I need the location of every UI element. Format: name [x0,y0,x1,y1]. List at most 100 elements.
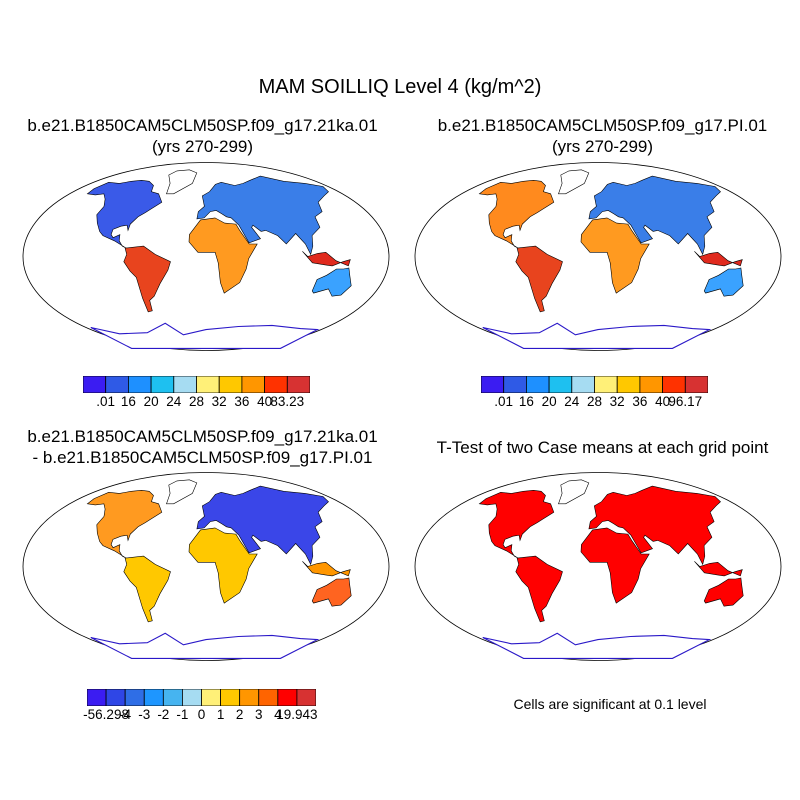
continent-antarctica [482,632,712,659]
colorbar-tick-label: 83.23 [270,394,305,409]
colorbar-swatch [571,376,595,393]
continent-borneo-indonesia [694,251,743,267]
map-boundary-ttest [414,472,782,661]
colorbar-tick-label: 32 [211,394,227,409]
continent-antarctica [482,322,712,349]
colorbar-tick-label: 36 [234,394,250,409]
colorbar-tick-label: -4 [119,707,132,722]
colorbar-swatch [286,376,310,393]
colorbar-swatch [639,376,663,393]
colorbar-difference [87,689,316,706]
bottom-right-title: T-Test of two Case means at each grid po… [436,438,769,457]
colorbar-tick-label: 96.17 [668,394,703,409]
continent-australia [703,267,744,297]
colorbar-swatch [83,376,107,393]
colorbar-swatch [143,689,164,706]
colorbar-swatch [548,376,573,393]
continent-eurasia [588,485,721,566]
colorbar-swatch [264,376,288,393]
map-boundary-21ka [22,162,390,351]
colorbar-tick-label: 40 [655,394,671,409]
continent-north-america [86,179,163,249]
continent-borneo-indonesia [302,561,351,577]
continent-south-america [515,555,563,623]
colorbar-tick-label: 16 [518,394,534,409]
colorbar-swatch [173,376,197,393]
continent-greenland [166,169,198,195]
colorbar-swatch [684,376,708,393]
continent-africa [188,527,258,604]
bottom-left-title-line1: b.e21.B1850CAM5CLM50SP.f09_g17.21ka.01 [27,427,378,446]
map-boundary-pi [414,162,782,351]
colorbar-tick-label: 24 [166,394,182,409]
map-panel-ttest [413,470,783,663]
continent-africa [188,217,258,294]
colorbar-swatch [105,689,126,706]
continent-greenland [558,169,590,195]
top-left-years: (yrs 270-299) [151,137,254,156]
colorbar-swatch [150,376,175,393]
top-left-case-title: b.e21.B1850CAM5CLM50SP.f09_g17.21ka.01 [27,116,378,135]
colorbar-swatch [277,689,298,706]
continent-eurasia [196,175,329,256]
colorbar-tick-label: 28 [586,394,603,409]
colorbar-tick-label: 16 [120,394,136,409]
colorbar-swatch [616,376,641,393]
colorbar-swatch [87,689,107,706]
colorbar-tick-label: -1 [176,707,189,722]
continent-africa [580,217,650,294]
map-panel-difference [21,470,391,663]
colorbar-tick-label: 2 [235,707,244,722]
colorbar-swatch [481,376,505,393]
colorbar-tick-label: -3 [138,707,151,722]
top-right-case-title: b.e21.B1850CAM5CLM50SP.f09_g17.PI.01 [437,116,768,135]
top-right-years: (yrs 270-299) [551,137,654,156]
colorbar-swatch [241,376,265,393]
colorbar-swatch [258,689,279,706]
continent-australia [703,577,744,607]
colorbar-swatch [526,376,550,393]
colorbar-tick-label: 0 [197,707,206,722]
continent-north-america [86,489,163,559]
colorbar-tick-label: 24 [564,394,580,409]
continent-australia [311,267,352,297]
continent-south-america [123,555,171,623]
colorbar-tick-label: .01 [96,394,116,409]
map-panel-pi [413,160,783,353]
colorbar-tick-label: -56.298 [83,707,129,722]
colorbar-swatch [201,689,221,706]
colorbar-tick-label: 20 [541,394,557,409]
colorbar-tick-label: 19.943 [276,707,318,722]
colorbar-tick-label: 40 [257,394,273,409]
colorbar-swatch [124,689,145,706]
continent-borneo-indonesia [694,561,743,577]
map-boundary-difference [22,472,390,661]
continent-australia [311,577,352,607]
colorbar-swatch [220,689,241,706]
main-title: MAM SOILLIQ Level 4 (kg/m^2) [258,76,542,98]
continent-north-america [478,489,555,559]
continent-antarctica [90,322,320,349]
colorbar-tick-label: 1 [216,707,225,722]
continent-borneo-indonesia [302,251,351,267]
colorbar-swatch [196,376,220,393]
continent-greenland [166,479,198,505]
colorbar-tick-label: 20 [143,394,159,409]
colorbar-swatch [182,689,202,706]
significance-footnote: Cells are significant at 0.1 level [513,696,707,712]
continent-greenland [558,479,590,505]
continent-africa [580,527,650,604]
colorbar-tick-label: .01 [494,394,514,409]
colorbar-swatch [105,376,129,393]
colorbar-swatch [662,376,686,393]
colorbar-swatch [218,376,243,393]
bottom-left-title-line2: - b.e21.B1850CAM5CLM50SP.f09_g17.PI.01 [32,448,373,467]
colorbar-tick-label: 28 [188,394,205,409]
colorbar-tick-label: 36 [632,394,648,409]
colorbar-swatch [296,689,316,706]
colorbar-swatch [128,376,152,393]
colorbar-swatch [594,376,618,393]
continent-north-america [478,179,555,249]
colorbar-21ka [83,376,310,393]
colorbar-swatch [503,376,527,393]
